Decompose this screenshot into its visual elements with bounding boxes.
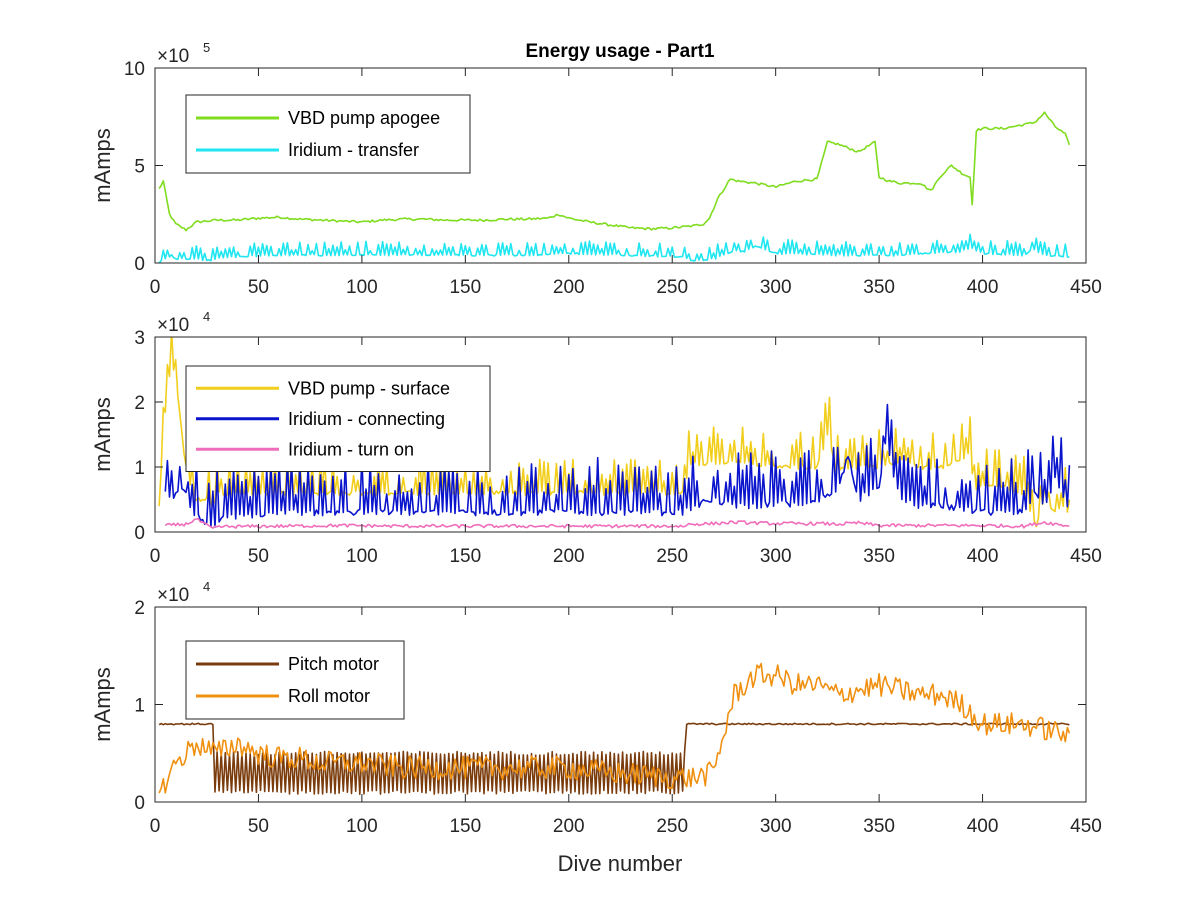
legend-entry-label: Iridium - transfer <box>288 140 419 160</box>
legend-entry-label: Pitch motor <box>288 654 379 674</box>
x-tick-label: 100 <box>346 816 378 837</box>
series-lines <box>158 111 1071 263</box>
series-line-1 <box>158 111 1071 232</box>
x-tick-label: 350 <box>863 277 895 298</box>
legend: Pitch motor Roll motor <box>185 640 405 720</box>
legend: VBD pump - surface Iridium - connecting Ir… <box>185 365 491 472</box>
x-tick-label: 50 <box>248 277 269 298</box>
y-tick-label: 10 <box>124 59 145 80</box>
x-tick-label: 150 <box>449 546 481 567</box>
legend-entry-label: VBD pump - surface <box>288 378 450 398</box>
x-tick-label: 100 <box>346 277 378 298</box>
subplot-3: 0 50 100 150 200 250 300 350 400 450 0 1 2 ×10 4 mAmps P… <box>90 579 1102 837</box>
y-axis-multiplier: ×10 <box>157 315 189 336</box>
series-lines <box>158 337 1071 529</box>
y-axis-label: mAmps <box>90 667 115 742</box>
x-tick-label: 200 <box>553 546 585 567</box>
x-tick-label: 250 <box>656 277 688 298</box>
legend: VBD pump apogee Iridium - transfer <box>185 94 471 174</box>
x-tick-label: 450 <box>1070 546 1102 567</box>
x-tick-label: 0 <box>150 277 161 298</box>
legend-entry-label: Roll motor <box>288 686 370 706</box>
x-tick-label: 400 <box>967 816 999 837</box>
y-tick-label: 1 <box>134 696 145 717</box>
x-tick-label: 150 <box>449 816 481 837</box>
y-axis-multiplier: ×10 <box>157 585 189 606</box>
x-tick-label: 100 <box>346 546 378 567</box>
y-tick-label: 2 <box>134 393 145 414</box>
y-axis-label: mAmps <box>90 128 115 203</box>
x-axis-label: Dive number <box>558 851 683 876</box>
y-tick-label: 1 <box>134 458 145 479</box>
x-tick-label: 400 <box>967 277 999 298</box>
legend-entry-label: VBD pump apogee <box>288 108 440 128</box>
y-tick-label: 0 <box>134 254 145 275</box>
series-line-1 <box>158 722 1070 795</box>
series-line-1 <box>158 337 1071 528</box>
y-tick-label: 3 <box>134 328 145 349</box>
x-tick-label: 50 <box>248 816 269 837</box>
series-line-2 <box>164 403 1071 528</box>
x-tick-label: 300 <box>760 546 792 567</box>
legend-box <box>185 640 405 720</box>
y-axis-multiplier-exponent: 4 <box>203 579 210 594</box>
series-line-2 <box>158 662 1071 794</box>
x-tick-label: 450 <box>1070 816 1102 837</box>
x-tick-label: 50 <box>248 546 269 567</box>
x-tick-label: 300 <box>760 277 792 298</box>
y-axis-multiplier: ×10 <box>157 46 189 67</box>
y-tick-label: 0 <box>134 523 145 544</box>
y-tick-label: 5 <box>134 157 145 178</box>
x-tick-label: 350 <box>863 546 895 567</box>
legend-entry-label: Iridium - turn on <box>288 439 414 459</box>
series-lines <box>158 662 1071 795</box>
figure-title: Energy usage - Part1 <box>525 41 714 62</box>
series-line-2 <box>158 233 1070 263</box>
x-tick-label: 200 <box>553 816 585 837</box>
x-tick-label: 150 <box>449 277 481 298</box>
y-axis-multiplier-exponent: 5 <box>203 40 210 55</box>
legend-box <box>185 94 471 174</box>
x-tick-label: 200 <box>553 277 585 298</box>
subplot-1: 0 50 100 150 200 250 300 350 400 450 0 5 10 ×10 5 mAmps… <box>90 40 1102 298</box>
x-tick-label: 250 <box>656 816 688 837</box>
x-tick-label: 250 <box>656 546 688 567</box>
legend-entry-label: Iridium - connecting <box>288 409 445 429</box>
series-line-3 <box>164 517 1070 529</box>
x-tick-label: 0 <box>150 546 161 567</box>
y-axis-multiplier-exponent: 4 <box>203 309 210 324</box>
y-axis-label: mAmps <box>90 397 115 472</box>
y-tick-label: 2 <box>134 598 145 619</box>
x-tick-label: 0 <box>150 816 161 837</box>
y-tick-label: 0 <box>134 793 145 814</box>
subplot-2: 0 50 100 150 200 250 300 350 400 450 0 1 2 3 ×10 4 mAmps… <box>90 309 1102 567</box>
x-tick-label: 450 <box>1070 277 1102 298</box>
axes-frame <box>154 336 1087 533</box>
x-tick-label: 350 <box>863 816 895 837</box>
x-tick-label: 300 <box>760 816 792 837</box>
x-tick-label: 400 <box>967 546 999 567</box>
